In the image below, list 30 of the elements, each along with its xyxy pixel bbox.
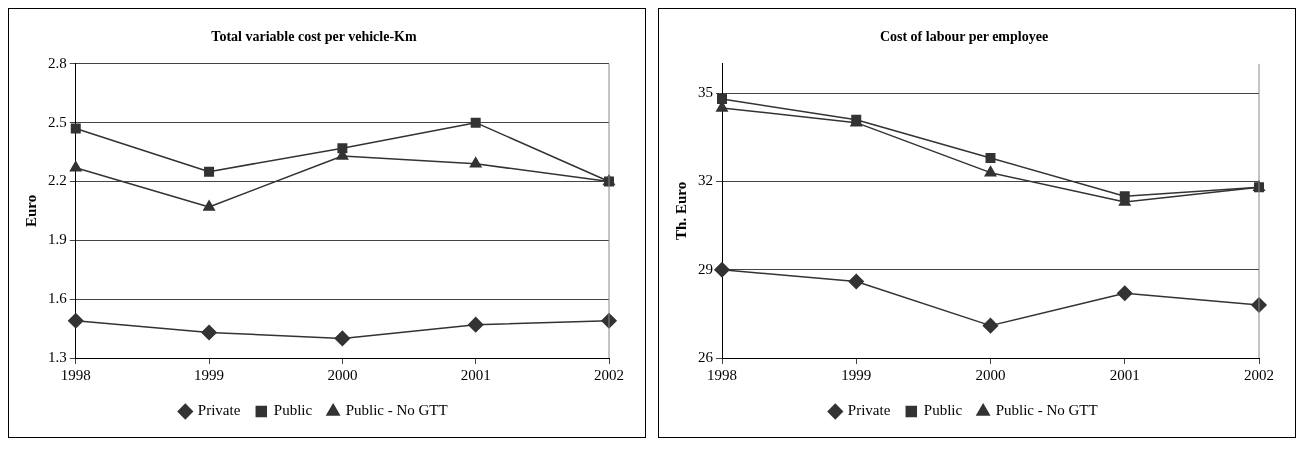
y-axis-title: Euro	[22, 194, 39, 228]
y-tick-label: 35	[698, 84, 713, 101]
chart-title: Total variable cost per vehicle-Km	[211, 29, 417, 45]
y-tick-label: 2.5	[48, 113, 67, 130]
chart-title: Cost of labour per employee	[879, 29, 1049, 45]
x-tick-label: 2000	[975, 366, 1006, 383]
y-tick-label: 1.6	[48, 290, 68, 307]
y-tick-label: 1.9	[48, 231, 67, 248]
y-tick-label: 32	[698, 172, 713, 189]
x-tick-label: 1998	[707, 366, 737, 383]
y-tick-label: 1.3	[48, 348, 67, 365]
legend-label: Private	[197, 402, 241, 419]
x-tick-label: 2001	[460, 366, 491, 383]
legend-label: Public	[923, 402, 963, 419]
legend-label: Private	[847, 402, 891, 419]
x-tick-label: 2002	[594, 366, 624, 383]
y-tick-label: 2.8	[48, 54, 67, 71]
x-tick-label: 2000	[327, 366, 358, 383]
x-tick-label: 1999	[841, 366, 872, 383]
y-tick-label: 29	[698, 260, 713, 277]
y-tick-label: 2.2	[48, 172, 67, 189]
x-tick-label: 2002	[1244, 366, 1274, 383]
legend-label: Public	[273, 402, 313, 419]
y-axis-title: Th. Euro	[672, 181, 689, 240]
legend-label: Public - No GTT	[345, 402, 448, 419]
x-tick-label: 2001	[1109, 366, 1140, 383]
x-tick-label: 1998	[60, 366, 91, 383]
x-tick-label: 1999	[194, 366, 225, 383]
y-tick-label: 26	[698, 348, 714, 365]
legend-label: Public - No GTT	[995, 402, 1098, 419]
